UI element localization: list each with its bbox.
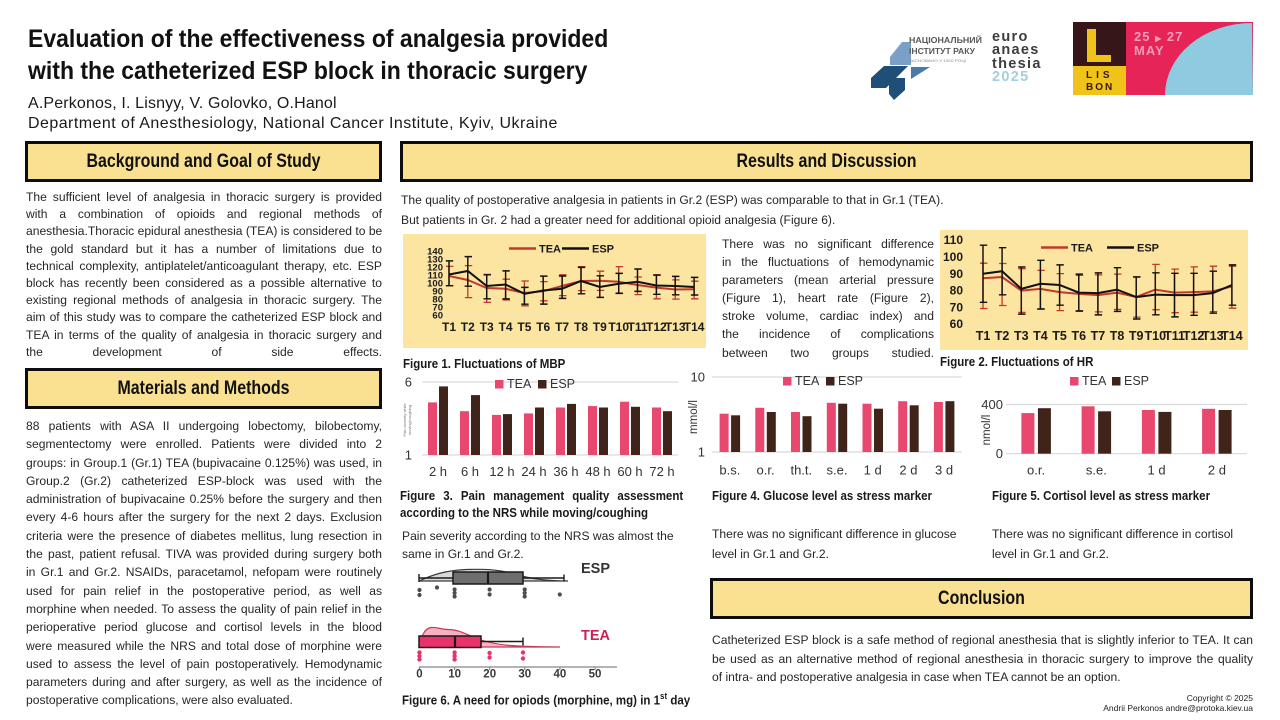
svg-text:40: 40 xyxy=(554,669,567,681)
svg-text:BON: BON xyxy=(1086,82,1114,93)
svg-text:TEA: TEA xyxy=(581,628,611,644)
svg-text:b.s.: b.s. xyxy=(719,463,740,478)
svg-text:T8: T8 xyxy=(1110,329,1125,343)
svg-text:LIS: LIS xyxy=(1086,70,1114,81)
svg-text:ЗАСНОВАНО У 1920 РОЦІ: ЗАСНОВАНО У 1920 РОЦІ xyxy=(909,59,966,63)
svg-text:T13: T13 xyxy=(1202,329,1224,343)
svg-text:T1: T1 xyxy=(976,329,991,343)
svg-text:T4: T4 xyxy=(499,320,513,334)
svg-text:T2: T2 xyxy=(461,320,475,334)
svg-text:ESP: ESP xyxy=(581,561,610,577)
svg-text:6: 6 xyxy=(405,375,412,390)
svg-text:T1: T1 xyxy=(442,320,456,334)
svg-text:T2: T2 xyxy=(995,329,1010,343)
svg-text:24 h: 24 h xyxy=(521,464,546,479)
svg-text:T4: T4 xyxy=(1033,329,1048,343)
svg-text:3 d: 3 d xyxy=(935,463,953,478)
svg-text:90: 90 xyxy=(432,287,443,298)
svg-text:1: 1 xyxy=(698,445,705,460)
svg-text:T11: T11 xyxy=(627,320,647,334)
svg-text:s.e.: s.e. xyxy=(827,463,848,478)
svg-text:TEA: TEA xyxy=(1082,374,1107,388)
svg-text:60 h: 60 h xyxy=(617,464,642,479)
svg-text:T12: T12 xyxy=(1183,329,1205,343)
svg-text:70: 70 xyxy=(432,303,443,314)
svg-text:ESP: ESP xyxy=(550,377,575,391)
svg-text:moving/coughing: moving/coughing xyxy=(407,405,412,435)
svg-text:30: 30 xyxy=(518,669,531,681)
svg-text:T14: T14 xyxy=(1221,329,1243,343)
svg-text:nmol/l: nmol/l xyxy=(981,415,993,446)
svg-text:T7: T7 xyxy=(555,320,569,334)
svg-text:ІНСТИТУТ РАКУ: ІНСТИТУТ РАКУ xyxy=(909,47,976,56)
svg-text:T5: T5 xyxy=(1052,329,1067,343)
svg-text:T13: T13 xyxy=(665,320,686,334)
svg-text:1 d: 1 d xyxy=(1148,463,1166,478)
svg-text:25 ▶ 27: 25 ▶ 27 xyxy=(1134,29,1183,44)
svg-text:T6: T6 xyxy=(536,320,550,334)
svg-text:100: 100 xyxy=(427,279,443,290)
svg-text:TEA: TEA xyxy=(507,377,532,391)
svg-text:120: 120 xyxy=(427,263,443,274)
svg-text:90: 90 xyxy=(950,267,964,281)
svg-text:T10: T10 xyxy=(608,320,629,334)
svg-text:th.t.: th.t. xyxy=(790,463,812,478)
svg-text:T5: T5 xyxy=(517,320,531,334)
svg-text:mmol/l: mmol/l xyxy=(688,400,700,434)
svg-text:2 d: 2 d xyxy=(899,463,917,478)
svg-text:T11: T11 xyxy=(1164,329,1185,343)
svg-text:80: 80 xyxy=(432,295,443,306)
svg-text:T14: T14 xyxy=(684,320,705,334)
svg-text:T6: T6 xyxy=(1072,329,1087,343)
svg-text:60: 60 xyxy=(432,311,443,322)
svg-text:1 d: 1 d xyxy=(864,463,882,478)
svg-text:1: 1 xyxy=(405,448,412,463)
svg-text:MAY: MAY xyxy=(1134,43,1165,58)
svg-text:TEA: TEA xyxy=(1071,243,1093,255)
svg-text:2 d: 2 d xyxy=(1208,463,1226,478)
svg-text:130: 130 xyxy=(427,255,443,266)
svg-text:10: 10 xyxy=(691,370,705,385)
svg-text:70: 70 xyxy=(950,300,964,314)
svg-text:110: 110 xyxy=(428,271,443,282)
svg-text:Pain severity while: Pain severity while xyxy=(402,403,407,437)
svg-text:ESP: ESP xyxy=(1137,243,1159,255)
svg-text:36 h: 36 h xyxy=(553,464,578,479)
svg-text:110: 110 xyxy=(944,233,964,247)
svg-text:s.e.: s.e. xyxy=(1086,463,1107,478)
svg-text:6 h: 6 h xyxy=(461,464,479,479)
svg-text:12 h: 12 h xyxy=(489,464,514,479)
svg-text:48 h: 48 h xyxy=(585,464,610,479)
svg-text:o.r.: o.r. xyxy=(1027,463,1045,478)
svg-text:60: 60 xyxy=(950,317,964,331)
svg-text:0: 0 xyxy=(416,669,422,681)
svg-text:10: 10 xyxy=(448,669,461,681)
svg-text:ESP: ESP xyxy=(592,244,614,256)
svg-text:o.r.: o.r. xyxy=(757,463,775,478)
svg-text:0: 0 xyxy=(996,446,1003,461)
svg-text:20: 20 xyxy=(483,669,496,681)
svg-text:2 h: 2 h xyxy=(429,464,447,479)
svg-text:T3: T3 xyxy=(1014,329,1029,343)
svg-text:T10: T10 xyxy=(1145,329,1167,343)
svg-text:TEA: TEA xyxy=(795,374,820,388)
svg-text:80: 80 xyxy=(950,284,964,298)
svg-text:50: 50 xyxy=(589,669,602,681)
svg-text:T3: T3 xyxy=(480,320,494,334)
svg-text:400: 400 xyxy=(981,397,1003,412)
svg-text:T12: T12 xyxy=(646,320,667,334)
svg-text:T7: T7 xyxy=(1091,329,1106,343)
svg-text:НАЦІОНАЛЬНИЙ: НАЦІОНАЛЬНИЙ xyxy=(909,36,982,45)
svg-text:T9: T9 xyxy=(593,320,607,334)
svg-text:TEA: TEA xyxy=(539,244,561,256)
svg-text:T9: T9 xyxy=(1129,329,1144,343)
svg-text:ESP: ESP xyxy=(1124,374,1149,388)
svg-text:T8: T8 xyxy=(574,320,588,334)
svg-text:ESP: ESP xyxy=(838,374,863,388)
svg-text:100: 100 xyxy=(943,250,963,264)
svg-text:72 h: 72 h xyxy=(649,464,674,479)
svg-text:140: 140 xyxy=(427,247,443,258)
